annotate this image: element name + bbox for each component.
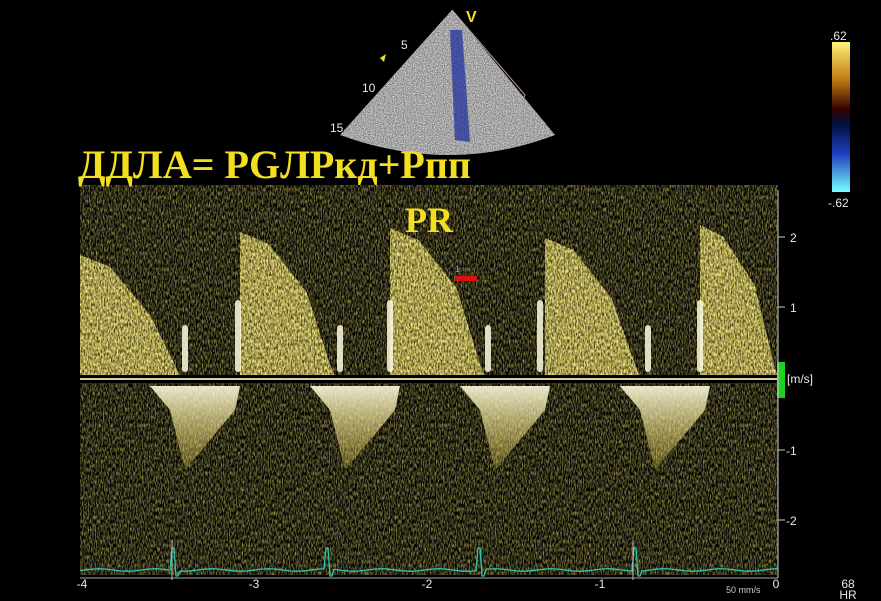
annotation-label: PR xyxy=(405,200,454,240)
color-bar xyxy=(832,42,850,192)
color-max: .62 xyxy=(830,29,847,43)
formula: ДДЛА= PGЛРкд+Рпп xyxy=(78,142,471,187)
velocity-tick-label: -2 xyxy=(786,514,797,528)
color-min: -.62 xyxy=(828,196,849,210)
time-tick-label: -2 xyxy=(422,577,433,591)
velocity-unit: [m/s] xyxy=(787,372,813,386)
page: V 5 10 15 .62 -.62 1 2 1 [m/s] -1 -2 -4 … xyxy=(0,0,881,601)
valve-click xyxy=(485,325,491,372)
mode-label: V xyxy=(466,9,477,26)
heart-rate-label: HR xyxy=(839,588,857,601)
valve-click xyxy=(537,300,543,372)
time-tick-label: 0 xyxy=(773,577,780,591)
depth-label: 5 xyxy=(401,38,408,52)
valve-click xyxy=(645,325,651,372)
velocity-tick-label: 1 xyxy=(790,301,797,315)
time-tick-label: -1 xyxy=(595,577,606,591)
cursor-marker xyxy=(455,276,477,281)
valve-click xyxy=(182,325,188,372)
cursor-label: 1 xyxy=(455,264,460,274)
sweep-speed: 50 mm/s xyxy=(726,585,761,595)
valve-click xyxy=(387,300,393,372)
time-tick-label: -4 xyxy=(77,577,88,591)
ultrasound-screen: V 5 10 15 .62 -.62 1 2 1 [m/s] -1 -2 -4 … xyxy=(0,0,881,601)
depth-label: 15 xyxy=(330,121,344,135)
valve-click xyxy=(337,325,343,372)
velocity-tick-label: 2 xyxy=(790,231,797,245)
valve-click xyxy=(235,300,241,372)
depth-label: 10 xyxy=(362,81,376,95)
time-tick-label: -3 xyxy=(249,577,260,591)
valve-click xyxy=(697,300,703,372)
velocity-tick-label: -1 xyxy=(786,444,797,458)
